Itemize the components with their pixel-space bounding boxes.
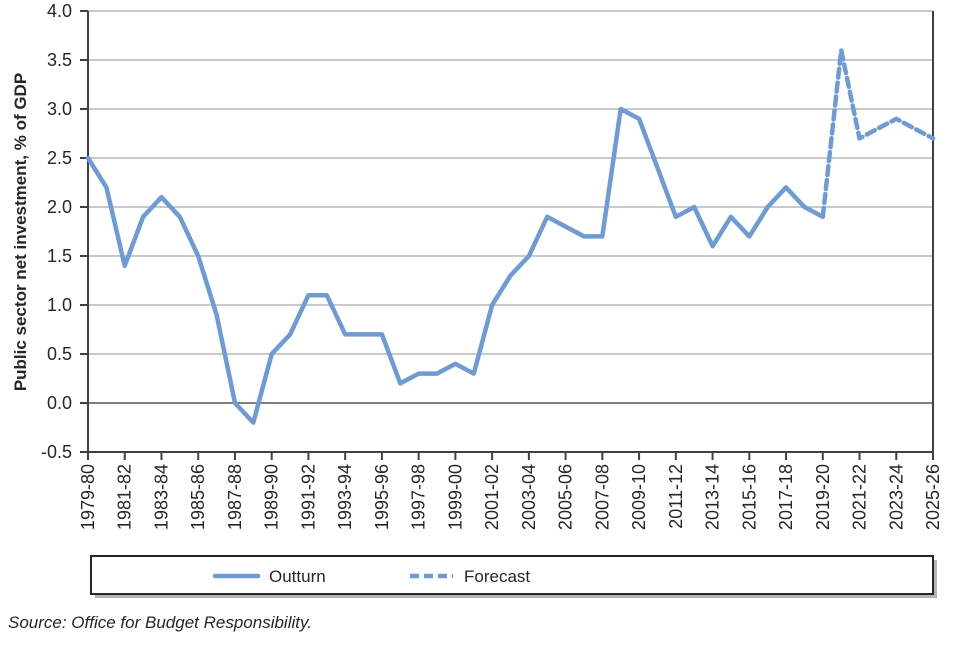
y-tick-label: 3.5 bbox=[47, 50, 72, 70]
y-tick-label: 0.0 bbox=[47, 393, 72, 413]
x-tick-label: 2013-14 bbox=[703, 464, 723, 530]
x-tick-label: 2019-20 bbox=[813, 464, 833, 530]
x-tick-label: 2023-24 bbox=[886, 464, 906, 530]
y-axis-title: Public sector net investment, % of GDP bbox=[11, 73, 30, 391]
y-tick-label: 2.0 bbox=[47, 197, 72, 217]
x-tick-label: 2011-12 bbox=[666, 464, 686, 529]
source-note: Source: Office for Budget Responsibility… bbox=[8, 613, 312, 632]
x-tick-labels: 1979-80 1981-82 1983-84 1985-86 1987-88 1989-… bbox=[78, 464, 943, 530]
y-tick-label: -0.5 bbox=[41, 442, 72, 462]
x-tick-label: 2025-26 bbox=[923, 464, 943, 530]
x-tick-label: 2015-16 bbox=[739, 464, 759, 530]
x-tick-label: 1993-94 bbox=[335, 464, 355, 530]
x-tick-label: 2021-22 bbox=[850, 464, 870, 530]
x-tick-label: 1987-88 bbox=[225, 464, 245, 530]
x-tick-label: 1985-86 bbox=[188, 464, 208, 530]
x-tick-label: 2009-10 bbox=[629, 464, 649, 530]
y-tick-label: 3.0 bbox=[47, 99, 72, 119]
y-tick-labels: 4.0 3.5 3.0 2.5 2.0 1.5 1.0 0.5 0.0 -0.5 bbox=[41, 1, 72, 462]
x-tick-label: 1991-92 bbox=[298, 464, 318, 530]
axes bbox=[80, 10, 934, 460]
outturn-line bbox=[85, 106, 826, 425]
x-tick-label: 1989-90 bbox=[262, 464, 282, 530]
y-tick-label: 2.5 bbox=[47, 148, 72, 168]
gridlines bbox=[88, 10, 933, 404]
x-tick-label: 1981-82 bbox=[115, 464, 135, 530]
x-tick-label: 2003-04 bbox=[519, 464, 539, 530]
series-lines bbox=[85, 47, 936, 425]
x-tick-label: 1997-98 bbox=[409, 464, 429, 530]
y-tick-label: 1.0 bbox=[47, 295, 72, 315]
legend-outturn-label: Outturn bbox=[269, 567, 326, 586]
legend-forecast-label: Forecast bbox=[464, 567, 530, 586]
y-tick-label: 0.5 bbox=[47, 344, 72, 364]
x-tick-label: 2005-06 bbox=[556, 464, 576, 530]
x-tick-label: 1999-00 bbox=[445, 464, 465, 530]
forecast-line bbox=[820, 47, 936, 220]
y-tick-label: 4.0 bbox=[47, 1, 72, 21]
x-tick-label: 2001-02 bbox=[482, 464, 502, 530]
x-tick-label: 1979-80 bbox=[78, 464, 98, 530]
legend: Outturn Forecast bbox=[90, 555, 937, 598]
x-tick-label: 1995-96 bbox=[372, 464, 392, 530]
x-tick-label: 1983-84 bbox=[151, 464, 171, 530]
x-tick-label: 2017-18 bbox=[776, 464, 796, 530]
y-tick-label: 1.5 bbox=[47, 246, 72, 266]
x-tick-label: 2007-08 bbox=[592, 464, 612, 530]
